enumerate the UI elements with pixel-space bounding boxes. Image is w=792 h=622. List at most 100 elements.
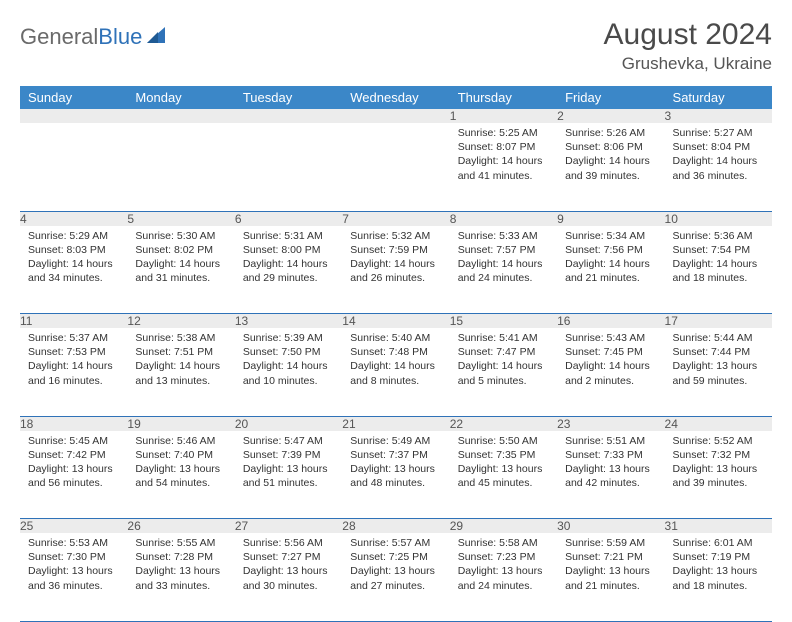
location-label: Grushevka, Ukraine <box>604 54 772 74</box>
day-cell: Sunrise: 5:44 AMSunset: 7:44 PMDaylight:… <box>665 328 772 416</box>
day-cell: Sunrise: 5:46 AMSunset: 7:40 PMDaylight:… <box>127 431 234 519</box>
day-details: Sunrise: 5:27 AMSunset: 8:04 PMDaylight:… <box>665 123 772 189</box>
day-number: 12 <box>127 314 234 329</box>
day-cell: Sunrise: 5:43 AMSunset: 7:45 PMDaylight:… <box>557 328 664 416</box>
weekday-header: Friday <box>557 86 664 109</box>
day-number: 31 <box>665 519 772 534</box>
day-cell: Sunrise: 5:50 AMSunset: 7:35 PMDaylight:… <box>450 431 557 519</box>
calendar-data-row: Sunrise: 5:25 AMSunset: 8:07 PMDaylight:… <box>20 123 772 211</box>
weekday-header: Wednesday <box>342 86 449 109</box>
calendar-daynum-row: 45678910 <box>20 211 772 226</box>
day-cell: Sunrise: 5:38 AMSunset: 7:51 PMDaylight:… <box>127 328 234 416</box>
empty-cell <box>235 123 342 211</box>
sail-icon <box>145 25 167 50</box>
day-cell: Sunrise: 5:58 AMSunset: 7:23 PMDaylight:… <box>450 533 557 621</box>
day-details: Sunrise: 5:50 AMSunset: 7:35 PMDaylight:… <box>450 431 557 497</box>
day-number: 16 <box>557 314 664 329</box>
day-number: 27 <box>235 519 342 534</box>
calendar-daynum-row: 18192021222324 <box>20 416 772 431</box>
day-number: 2 <box>557 109 664 123</box>
day-details: Sunrise: 5:45 AMSunset: 7:42 PMDaylight:… <box>20 431 127 497</box>
day-number: 3 <box>665 109 772 123</box>
empty-cell <box>127 109 234 123</box>
brand-name-b: Blue <box>98 24 142 49</box>
day-cell: Sunrise: 5:52 AMSunset: 7:32 PMDaylight:… <box>665 431 772 519</box>
day-details: Sunrise: 5:43 AMSunset: 7:45 PMDaylight:… <box>557 328 664 394</box>
day-details: Sunrise: 5:25 AMSunset: 8:07 PMDaylight:… <box>450 123 557 189</box>
day-cell: Sunrise: 5:40 AMSunset: 7:48 PMDaylight:… <box>342 328 449 416</box>
weekday-header-row: SundayMondayTuesdayWednesdayThursdayFrid… <box>20 86 772 109</box>
day-details: Sunrise: 5:47 AMSunset: 7:39 PMDaylight:… <box>235 431 342 497</box>
day-number: 21 <box>342 416 449 431</box>
day-details: Sunrise: 5:46 AMSunset: 7:40 PMDaylight:… <box>127 431 234 497</box>
empty-cell <box>127 123 234 211</box>
day-cell: Sunrise: 5:45 AMSunset: 7:42 PMDaylight:… <box>20 431 127 519</box>
day-details: Sunrise: 5:29 AMSunset: 8:03 PMDaylight:… <box>20 226 127 292</box>
title-block: August 2024 Grushevka, Ukraine <box>604 18 772 74</box>
day-number: 1 <box>450 109 557 123</box>
day-number: 25 <box>20 519 127 534</box>
day-details: Sunrise: 5:41 AMSunset: 7:47 PMDaylight:… <box>450 328 557 394</box>
brand-name-a: General <box>20 24 98 49</box>
weekday-header: Thursday <box>450 86 557 109</box>
day-details: Sunrise: 5:59 AMSunset: 7:21 PMDaylight:… <box>557 533 664 599</box>
day-cell: Sunrise: 5:51 AMSunset: 7:33 PMDaylight:… <box>557 431 664 519</box>
day-number: 17 <box>665 314 772 329</box>
day-details: Sunrise: 5:40 AMSunset: 7:48 PMDaylight:… <box>342 328 449 394</box>
day-cell: Sunrise: 5:33 AMSunset: 7:57 PMDaylight:… <box>450 226 557 314</box>
day-number: 28 <box>342 519 449 534</box>
brand-name: GeneralBlue <box>20 24 142 50</box>
calendar-table: SundayMondayTuesdayWednesdayThursdayFrid… <box>20 86 772 622</box>
day-details: Sunrise: 5:34 AMSunset: 7:56 PMDaylight:… <box>557 226 664 292</box>
day-details: Sunrise: 5:36 AMSunset: 7:54 PMDaylight:… <box>665 226 772 292</box>
day-details: Sunrise: 5:44 AMSunset: 7:44 PMDaylight:… <box>665 328 772 394</box>
day-cell: Sunrise: 5:53 AMSunset: 7:30 PMDaylight:… <box>20 533 127 621</box>
day-number: 10 <box>665 211 772 226</box>
calendar-data-row: Sunrise: 5:53 AMSunset: 7:30 PMDaylight:… <box>20 533 772 621</box>
day-cell: Sunrise: 5:41 AMSunset: 7:47 PMDaylight:… <box>450 328 557 416</box>
day-number: 26 <box>127 519 234 534</box>
day-cell: Sunrise: 5:30 AMSunset: 8:02 PMDaylight:… <box>127 226 234 314</box>
day-details: Sunrise: 5:57 AMSunset: 7:25 PMDaylight:… <box>342 533 449 599</box>
calendar-daynum-row: 25262728293031 <box>20 519 772 534</box>
calendar-data-row: Sunrise: 5:37 AMSunset: 7:53 PMDaylight:… <box>20 328 772 416</box>
empty-cell <box>342 109 449 123</box>
day-details: Sunrise: 5:33 AMSunset: 7:57 PMDaylight:… <box>450 226 557 292</box>
day-cell: Sunrise: 5:59 AMSunset: 7:21 PMDaylight:… <box>557 533 664 621</box>
day-cell: Sunrise: 5:55 AMSunset: 7:28 PMDaylight:… <box>127 533 234 621</box>
day-details: Sunrise: 5:55 AMSunset: 7:28 PMDaylight:… <box>127 533 234 599</box>
header: GeneralBlue August 2024 Grushevka, Ukrai… <box>20 18 772 74</box>
day-cell: Sunrise: 5:39 AMSunset: 7:50 PMDaylight:… <box>235 328 342 416</box>
day-cell: Sunrise: 5:57 AMSunset: 7:25 PMDaylight:… <box>342 533 449 621</box>
day-cell: Sunrise: 5:56 AMSunset: 7:27 PMDaylight:… <box>235 533 342 621</box>
day-number: 30 <box>557 519 664 534</box>
empty-cell <box>20 109 127 123</box>
day-details: Sunrise: 5:39 AMSunset: 7:50 PMDaylight:… <box>235 328 342 394</box>
day-number: 8 <box>450 211 557 226</box>
day-details: Sunrise: 5:26 AMSunset: 8:06 PMDaylight:… <box>557 123 664 189</box>
weekday-header: Tuesday <box>235 86 342 109</box>
day-cell: Sunrise: 5:31 AMSunset: 8:00 PMDaylight:… <box>235 226 342 314</box>
day-number: 22 <box>450 416 557 431</box>
day-cell: Sunrise: 5:29 AMSunset: 8:03 PMDaylight:… <box>20 226 127 314</box>
day-number: 6 <box>235 211 342 226</box>
day-cell: Sunrise: 5:36 AMSunset: 7:54 PMDaylight:… <box>665 226 772 314</box>
empty-cell <box>342 123 449 211</box>
day-number: 20 <box>235 416 342 431</box>
day-cell: Sunrise: 5:32 AMSunset: 7:59 PMDaylight:… <box>342 226 449 314</box>
weekday-header: Saturday <box>665 86 772 109</box>
day-number: 18 <box>20 416 127 431</box>
day-details: Sunrise: 5:51 AMSunset: 7:33 PMDaylight:… <box>557 431 664 497</box>
day-number: 5 <box>127 211 234 226</box>
day-details: Sunrise: 5:56 AMSunset: 7:27 PMDaylight:… <box>235 533 342 599</box>
day-details: Sunrise: 5:53 AMSunset: 7:30 PMDaylight:… <box>20 533 127 599</box>
day-details: Sunrise: 5:30 AMSunset: 8:02 PMDaylight:… <box>127 226 234 292</box>
day-cell: Sunrise: 5:37 AMSunset: 7:53 PMDaylight:… <box>20 328 127 416</box>
day-number: 4 <box>20 211 127 226</box>
day-details: Sunrise: 5:49 AMSunset: 7:37 PMDaylight:… <box>342 431 449 497</box>
day-cell: Sunrise: 5:27 AMSunset: 8:04 PMDaylight:… <box>665 123 772 211</box>
day-number: 24 <box>665 416 772 431</box>
day-cell: Sunrise: 5:25 AMSunset: 8:07 PMDaylight:… <box>450 123 557 211</box>
calendar-daynum-row: 11121314151617 <box>20 314 772 329</box>
day-number: 15 <box>450 314 557 329</box>
